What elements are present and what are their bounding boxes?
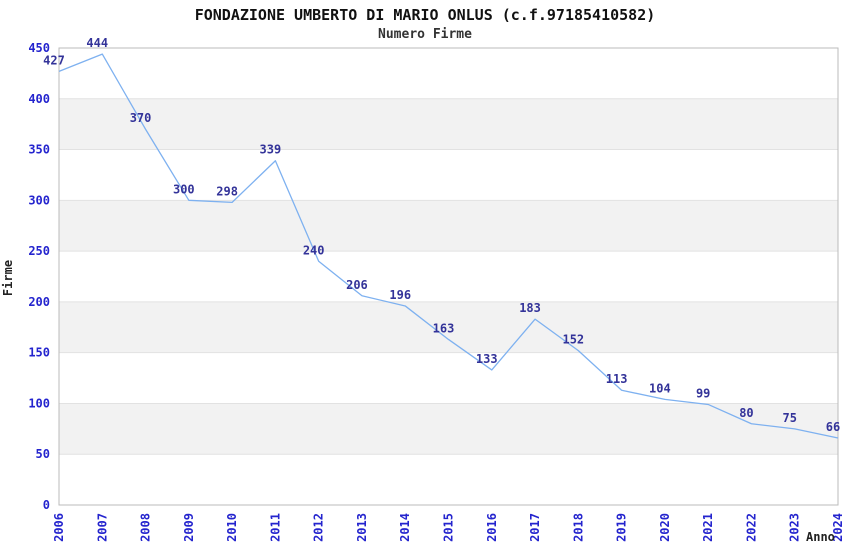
x-tick-label: 2016 (485, 513, 499, 542)
data-point-label: 104 (649, 381, 671, 395)
data-point-label: 240 (303, 243, 325, 257)
x-tick-label: 2022 (744, 513, 758, 542)
data-point-label: 113 (606, 372, 628, 386)
x-tick-label: 2015 (442, 513, 456, 542)
data-point-label: 75 (782, 411, 796, 425)
x-tick-label: 2018 (571, 513, 585, 542)
x-tick-label: 2010 (225, 513, 239, 542)
data-point-label: 183 (519, 301, 541, 315)
y-tick-label: 0 (43, 498, 50, 512)
x-tick-label: 2009 (182, 513, 196, 542)
data-point-label: 370 (130, 111, 152, 125)
x-tick-label: 2012 (312, 513, 326, 542)
data-point-label: 300 (173, 182, 195, 196)
plot-band (59, 200, 838, 252)
plot-band (59, 403, 838, 455)
y-tick-label: 400 (28, 92, 50, 106)
y-tick-label: 300 (28, 193, 50, 207)
data-line (58, 53, 839, 439)
data-point-label: 152 (562, 333, 584, 347)
data-point-label: 163 (433, 321, 455, 335)
y-tick-label: 250 (28, 244, 50, 258)
data-point-label: 99 (696, 386, 710, 400)
chart-title: FONDAZIONE UMBERTO DI MARIO ONLUS (c.f.9… (194, 6, 656, 24)
plot-band (59, 98, 838, 150)
x-tick-label: 2013 (355, 513, 369, 542)
y-tick-label: 150 (28, 346, 50, 360)
y-tick-label: 350 (28, 143, 50, 157)
data-point-label: 206 (346, 278, 368, 292)
data-point-label: 339 (260, 143, 282, 157)
x-tick-label: 2019 (615, 513, 629, 542)
x-tick-label: 2014 (398, 513, 412, 542)
x-axis-title: Anno (806, 530, 835, 544)
x-tick-label: 2008 (139, 513, 153, 542)
x-tick-label: 2023 (788, 513, 802, 542)
y-tick-label: 100 (28, 396, 50, 410)
x-tick-label: 2007 (95, 513, 109, 542)
x-tick-label: 2024 (831, 513, 845, 542)
y-tick-label: 450 (28, 41, 50, 55)
x-tick-label: 2020 (658, 513, 672, 542)
x-tick-label: 2021 (701, 513, 715, 542)
data-point-label: 80 (739, 406, 753, 420)
data-point-label: 66 (826, 420, 840, 434)
y-tick-label: 50 (36, 447, 50, 461)
plot-band (59, 301, 838, 353)
chart-subtitle: Numero Firme (378, 27, 472, 42)
data-point-label: 196 (389, 288, 411, 302)
x-tick-label: 2006 (52, 513, 66, 542)
y-tick-label: 200 (28, 295, 50, 309)
data-point-label: 298 (216, 184, 238, 198)
y-axis-title: Firme (1, 259, 15, 297)
data-point-label: 133 (476, 352, 498, 366)
plot-border (58, 47, 839, 506)
data-point-label: 427 (43, 53, 65, 67)
data-point-label: 444 (86, 36, 108, 50)
x-tick-label: 2011 (268, 513, 282, 542)
x-tick-label: 2017 (528, 513, 542, 542)
